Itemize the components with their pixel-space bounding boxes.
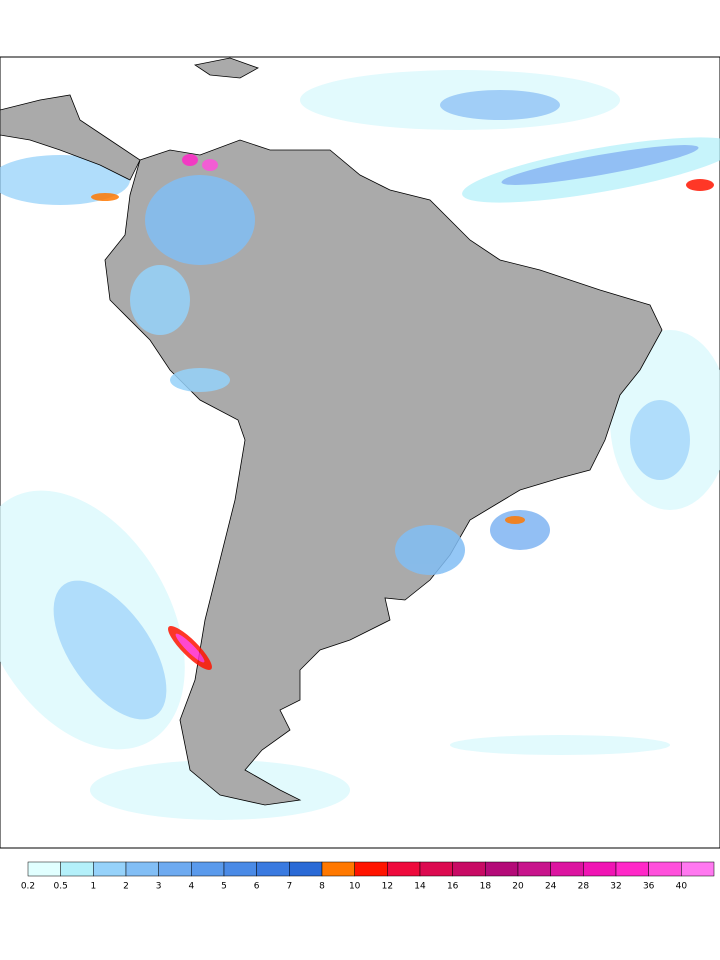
- colorbar-label: 28: [578, 882, 590, 892]
- colorbar-label: 0.5: [54, 882, 68, 892]
- colorbar-label: 3: [156, 882, 162, 892]
- colorbar-label: 2: [123, 882, 129, 892]
- colorbar-swatch: [354, 861, 388, 877]
- colorbar-swatch: [419, 861, 453, 877]
- colorbar-label: 20: [512, 882, 524, 892]
- colorbar-label: 0.2: [21, 882, 35, 892]
- caribbean-island: [193, 57, 259, 79]
- colorbar-label: 1: [90, 882, 96, 892]
- colorbar-swatch: [125, 861, 159, 877]
- colorbar-swatch: [452, 861, 486, 877]
- colorbar-swatch: [60, 861, 94, 877]
- colorbar-swatch: [550, 861, 584, 877]
- colorbar-swatch: [648, 861, 682, 877]
- colorbar-label: 24: [545, 882, 557, 892]
- colorbar-label: 10: [349, 882, 361, 892]
- precip-land: [91, 154, 714, 670]
- central-america: [0, 94, 141, 181]
- colorbar-swatch: [321, 861, 355, 877]
- colorbar-swatch: [517, 861, 551, 877]
- colorbar-label: 36: [643, 882, 655, 892]
- colorbar-swatch: [93, 861, 127, 877]
- colorbar-swatch: [191, 861, 225, 877]
- colorbar-label: 14: [414, 882, 426, 892]
- colorbar-label: 7: [286, 882, 292, 892]
- colorbar-label: 5: [221, 882, 227, 892]
- colorbar-label: 16: [447, 882, 459, 892]
- colorbar-swatch: [681, 861, 715, 877]
- colorbar: 0.2 0.5 1 2 3 4 5 6 7 8 10 12 14 16 18 20 24 28 32 36 40: [21, 861, 715, 892]
- colorbar-swatch: [583, 861, 617, 877]
- south-america: [104, 139, 663, 806]
- colorbar-swatch: [27, 861, 61, 877]
- colorbar-label: 40: [676, 882, 688, 892]
- colorbar-label: 32: [610, 882, 621, 892]
- colorbar-label: 6: [254, 882, 260, 892]
- colorbar-swatch: [289, 861, 323, 877]
- colorbar-swatch: [223, 861, 257, 877]
- map: [0, 56, 720, 849]
- colorbar-swatch: [485, 861, 519, 877]
- colorbar-swatch: [256, 861, 290, 877]
- colorbar-label: 12: [382, 882, 393, 892]
- colorbar-swatch: [387, 861, 421, 877]
- precip-ocean: [0, 70, 720, 820]
- colorbar-label: 4: [188, 882, 194, 892]
- colorbar-label: 8: [319, 882, 325, 892]
- colorbar-label: 18: [480, 882, 492, 892]
- colorbar-swatch: [158, 861, 192, 877]
- colorbar-swatch: [615, 861, 649, 877]
